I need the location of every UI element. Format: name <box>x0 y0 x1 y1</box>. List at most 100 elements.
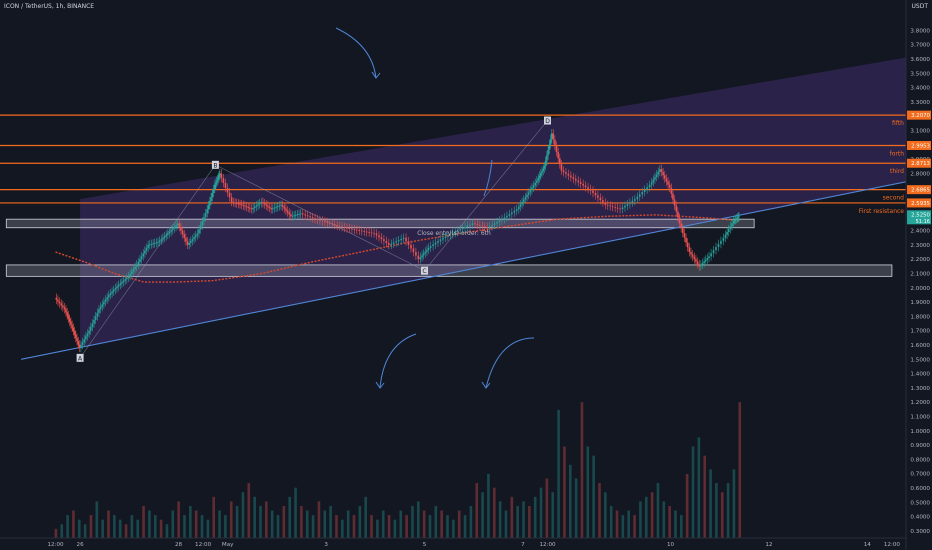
current-price-tag-label: 2.5250 <box>911 212 930 218</box>
volume-bar <box>364 496 367 538</box>
volume-bar <box>218 510 221 538</box>
candle-body <box>677 211 679 218</box>
candle-body <box>81 342 84 345</box>
candle-body <box>207 205 210 210</box>
volume-bar <box>294 487 297 538</box>
candle-body <box>459 229 461 231</box>
volume-bar <box>639 501 642 538</box>
resistance-price-tag-label: 2.6865 <box>911 188 930 194</box>
candle-body <box>554 139 556 146</box>
candle-body <box>410 244 412 249</box>
candle-body <box>724 234 727 238</box>
candle-body <box>682 228 684 233</box>
volume-bar <box>674 510 677 538</box>
resistance-price-tag <box>907 158 931 168</box>
candle-body <box>657 171 659 175</box>
candle-body <box>383 239 385 242</box>
volume-bar <box>177 501 180 538</box>
candle-body <box>659 169 661 172</box>
candle-body <box>508 214 511 216</box>
x-tick-label: 14 <box>864 542 872 548</box>
volume-bar <box>200 515 204 538</box>
candle-body <box>275 207 277 208</box>
candle-body <box>338 225 341 227</box>
candle-body <box>395 241 398 243</box>
candle-body <box>319 219 321 221</box>
candle-body <box>574 178 577 181</box>
volume-bar <box>212 496 216 538</box>
candle-body <box>734 219 737 220</box>
candle-body <box>456 230 459 232</box>
candle-body <box>346 227 348 229</box>
arrow-top <box>335 27 377 79</box>
candle-body <box>732 220 735 224</box>
candle-body <box>321 220 324 222</box>
candle-body <box>616 207 619 209</box>
candle-body <box>412 248 415 253</box>
candle-body <box>624 205 626 208</box>
volume-bar <box>452 519 455 538</box>
candle-body <box>230 197 233 203</box>
wave-label: A <box>78 355 83 362</box>
y-tick-label: 0.8000 <box>910 457 930 463</box>
candle-body <box>449 234 452 236</box>
wave-label: B <box>213 162 217 169</box>
resistance-price-tag-label: 2.5935 <box>911 201 930 207</box>
candle-body <box>185 237 187 242</box>
candle-body <box>594 192 597 196</box>
x-tick-label: 12:00 <box>539 542 556 548</box>
candle-body <box>629 202 631 205</box>
candle-body <box>129 273 131 277</box>
volume-bar <box>557 409 560 538</box>
candle-body <box>152 243 154 245</box>
y-tick-label: 3.1000 <box>910 129 930 135</box>
candle-body <box>419 257 422 260</box>
candle-body <box>181 230 184 235</box>
candle-body <box>126 277 128 280</box>
y-tick-label: 1.5000 <box>910 357 930 363</box>
candle-body <box>336 224 338 226</box>
candle-body <box>301 213 304 215</box>
resistance-label: third <box>890 168 904 175</box>
candle-body <box>193 237 195 240</box>
y-tick-label: 3.5000 <box>910 71 930 77</box>
candle-body <box>648 184 651 188</box>
candle-body <box>167 233 169 235</box>
candle-body <box>690 252 692 255</box>
volume-bar <box>738 402 742 538</box>
wave-label-box <box>544 116 551 125</box>
candle-body <box>503 217 506 220</box>
candle-body <box>220 173 223 179</box>
volume-bar <box>568 464 572 538</box>
candle-body <box>400 238 402 241</box>
candle-body <box>114 288 117 290</box>
candle-body <box>634 199 636 201</box>
volume-bar <box>241 492 245 538</box>
y-tick-label: 1.2000 <box>910 400 930 406</box>
candle-body <box>506 215 508 218</box>
candle-body <box>524 197 527 200</box>
candle-body <box>67 315 70 319</box>
volume-bar <box>95 501 99 538</box>
candle-body <box>631 200 634 203</box>
volume-bar <box>434 505 438 538</box>
candle-body <box>298 213 300 215</box>
volume-bar <box>346 510 350 538</box>
volume-bar <box>510 496 514 538</box>
candle-body <box>665 178 668 182</box>
volume-bar <box>136 519 140 538</box>
candle-body <box>353 229 356 230</box>
candle-body <box>239 203 241 205</box>
y-tick-label: 3.8000 <box>910 28 930 34</box>
candle-body <box>201 221 204 226</box>
candle-body <box>296 214 299 216</box>
volume-bar <box>148 510 151 538</box>
y-tick-label: 3.4000 <box>910 86 930 92</box>
volume-bar <box>124 524 128 538</box>
candle-body <box>636 196 639 200</box>
candle-body <box>698 263 700 267</box>
candle-body <box>147 244 149 248</box>
candle-body <box>306 215 309 217</box>
candle-body <box>407 241 410 245</box>
